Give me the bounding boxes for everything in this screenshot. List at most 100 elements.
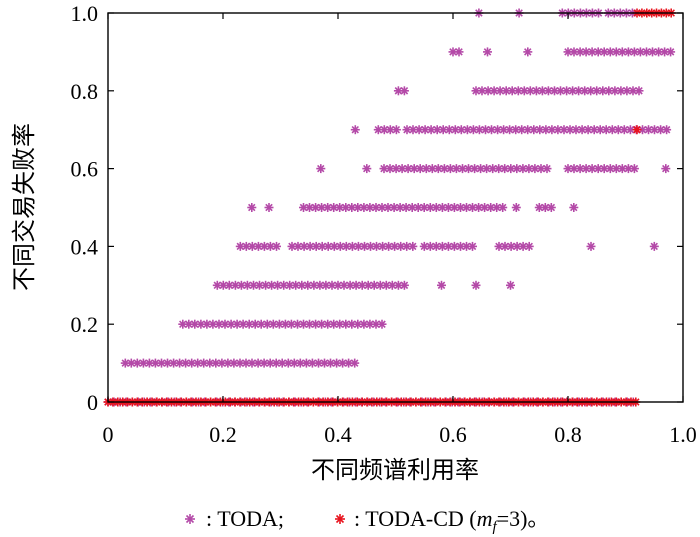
data-point [317, 203, 327, 212]
data-point [540, 203, 550, 212]
x-tick-label: 0.2 [209, 422, 237, 447]
data-point [648, 47, 657, 57]
data-point [359, 203, 369, 212]
data-point [408, 241, 418, 251]
data-point [347, 241, 357, 251]
data-point [283, 358, 293, 368]
data-point [277, 358, 287, 368]
data-point [650, 125, 659, 135]
data-point [468, 125, 478, 135]
data-point [498, 203, 508, 212]
data-point [289, 358, 299, 368]
data-point [454, 47, 464, 57]
y-tick-label: 0.8 [71, 79, 99, 104]
data-point [208, 319, 218, 329]
data-point [419, 203, 429, 212]
y-tick-label: 0 [87, 390, 98, 415]
data-point [259, 241, 269, 251]
data-point [377, 319, 387, 329]
data-point [635, 47, 645, 57]
data-point [506, 280, 515, 290]
data-point [634, 86, 644, 96]
data-point [267, 280, 277, 290]
data-point [287, 241, 297, 251]
data-point [264, 203, 274, 212]
data-point [511, 203, 521, 212]
data-point [494, 164, 504, 174]
data-point [272, 241, 281, 251]
data-point [437, 280, 446, 290]
data-point [335, 241, 345, 251]
data-point [365, 319, 375, 329]
data-point [462, 203, 471, 212]
legend: : TODA; : TODA-CD (mf=3)。 [185, 506, 549, 535]
data-point [211, 358, 221, 368]
data-point [399, 86, 409, 96]
data-point [299, 203, 308, 212]
data-point [126, 358, 136, 368]
y-tick-label: 1.0 [71, 1, 99, 26]
data-point [247, 203, 257, 212]
data-point [474, 203, 484, 212]
data-point [481, 125, 490, 135]
data-point [341, 203, 351, 212]
data-point [247, 241, 257, 251]
legend-label-toda-cd: : TODA-CD (mf=3)。 [354, 506, 549, 535]
data-point [535, 125, 545, 135]
data-point [230, 280, 240, 290]
data-point [607, 125, 617, 135]
data-point [255, 280, 264, 290]
data-point [259, 358, 269, 368]
data-point [471, 280, 481, 290]
y-axis-tick-labels: 0 0.2 0.4 0.6 0.8 1.0 [71, 1, 99, 415]
series-toda-markers [103, 8, 676, 407]
y-tick-label: 0.2 [71, 312, 99, 337]
data-point [236, 280, 246, 290]
data-point [350, 125, 360, 135]
data-point [629, 164, 639, 174]
data-point [314, 358, 323, 368]
data-point [541, 125, 551, 135]
data-point [399, 280, 409, 290]
x-axis-title: 不同频谱利用率 [311, 456, 479, 484]
data-point [661, 164, 671, 174]
data-point [571, 125, 581, 135]
data-point [317, 241, 327, 251]
data-point [443, 203, 453, 212]
data-point [581, 164, 591, 174]
data-point [345, 280, 355, 290]
data-point [662, 125, 672, 135]
data-point [427, 164, 437, 174]
data-point [193, 358, 203, 368]
data-point [305, 241, 315, 251]
data-point [629, 47, 639, 57]
legend-marker-toda [185, 514, 195, 524]
data-point [316, 164, 326, 174]
data-point [379, 164, 389, 174]
data-point [371, 203, 381, 212]
data-point [274, 319, 284, 329]
data-point [599, 164, 609, 174]
data-point [542, 164, 552, 174]
data-point [546, 203, 556, 212]
data-point [483, 47, 492, 57]
legend-marker-toda-cd [335, 514, 345, 524]
data-point [363, 280, 373, 290]
data-point [518, 164, 528, 174]
data-point [262, 319, 272, 329]
data-point [357, 280, 367, 290]
data-point [187, 358, 197, 368]
data-point [531, 86, 541, 96]
data-point [232, 319, 242, 329]
data-point [512, 164, 522, 174]
x-tick-label: 1.0 [669, 422, 697, 447]
data-point [605, 47, 615, 57]
data-point [229, 358, 239, 368]
data-point [638, 125, 647, 135]
data-point [362, 164, 372, 174]
data-point [577, 125, 587, 135]
data-point [512, 241, 522, 251]
data-point [525, 86, 535, 96]
data-point [468, 241, 477, 251]
